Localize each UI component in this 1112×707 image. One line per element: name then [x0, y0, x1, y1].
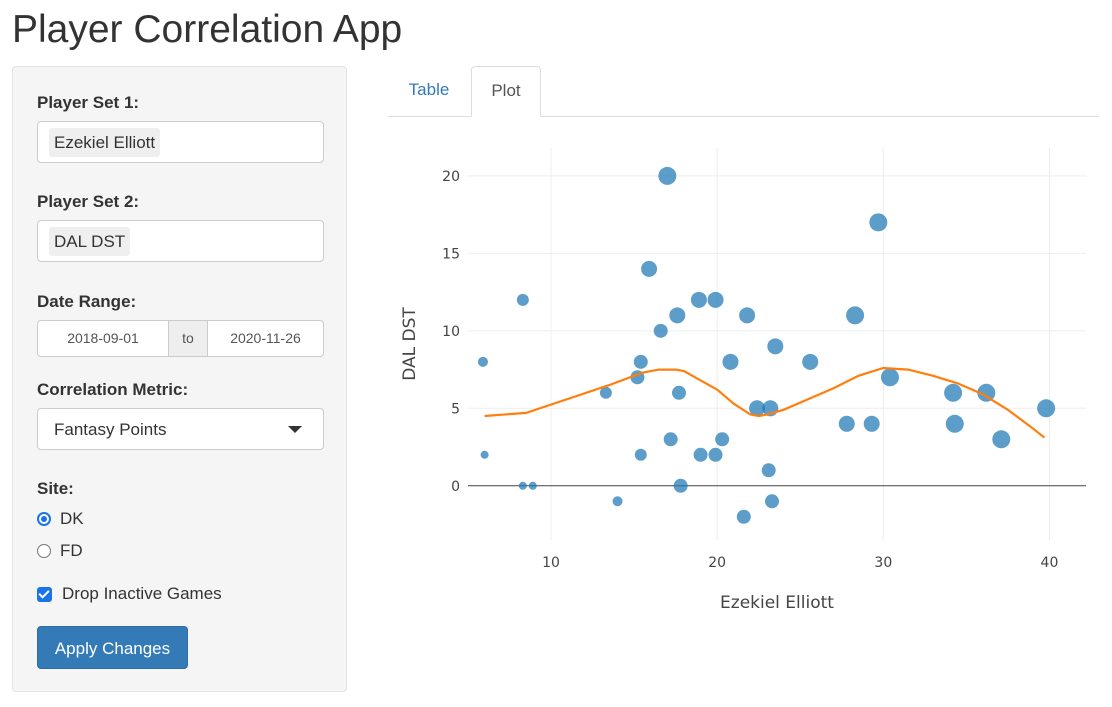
- y-tick-label: 15: [442, 246, 460, 262]
- correlation-metric-select[interactable]: Fantasy Points: [37, 408, 324, 450]
- data-point: [765, 494, 780, 509]
- data-point: [634, 448, 647, 461]
- data-point: [693, 447, 708, 462]
- site-label: Site:: [37, 479, 74, 498]
- site-option-fd-label: FD: [60, 541, 83, 560]
- y-tick-label: 20: [442, 169, 460, 185]
- data-point: [671, 385, 686, 400]
- data-point: [838, 415, 855, 432]
- date-range-input: 2018-09-01 to 2020-11-26: [37, 320, 324, 357]
- data-point: [846, 306, 865, 325]
- caret-down-icon: [288, 426, 302, 433]
- data-point: [761, 463, 776, 478]
- data-point: [715, 432, 730, 447]
- data-point: [869, 213, 888, 232]
- player-set-2-chip[interactable]: DAL DST: [49, 227, 131, 256]
- data-point: [653, 323, 668, 338]
- trend-line: [484, 366, 1046, 439]
- x-tick-label: 40: [1041, 555, 1059, 571]
- date-range-label: Date Range:: [37, 292, 137, 311]
- player-set-2-select[interactable]: DAL DST: [37, 220, 324, 262]
- data-point: [477, 356, 488, 367]
- data-point: [880, 368, 899, 387]
- data-point: [480, 450, 489, 459]
- apply-changes-button[interactable]: Apply Changes: [37, 626, 188, 669]
- date-range-separator: to: [169, 320, 207, 357]
- player-set-1-label: Player Set 1:: [37, 93, 140, 112]
- data-point: [863, 415, 880, 432]
- site-option-dk[interactable]: DK: [37, 508, 84, 530]
- data-point: [599, 386, 612, 399]
- x-tick-label: 10: [542, 555, 560, 571]
- drop-inactive-label: Drop Inactive Games: [62, 584, 222, 603]
- data-point: [669, 307, 686, 324]
- data-point: [516, 293, 529, 306]
- data-point: [641, 260, 658, 277]
- site-option-dk-label: DK: [60, 509, 84, 528]
- data-point: [690, 291, 707, 308]
- player-set-1-select[interactable]: Ezekiel Elliott: [37, 121, 324, 163]
- drop-inactive-option[interactable]: Drop Inactive Games: [37, 583, 222, 605]
- y-tick-label: 5: [451, 401, 460, 417]
- scatter-plot[interactable]: 10 20 30 40 0 5 10 15 20 Ezekiel Elliott DAL DST: [388, 130, 1099, 630]
- data-point: [749, 400, 766, 417]
- app-title: Player Correlation App: [12, 8, 403, 51]
- data-point: [707, 291, 724, 308]
- data-point: [673, 478, 688, 493]
- drop-inactive-checkbox[interactable]: [37, 586, 52, 602]
- data-point: [518, 481, 527, 490]
- data-point: [658, 166, 677, 185]
- data-point: [767, 338, 784, 355]
- data-point: [945, 414, 964, 433]
- data-point: [612, 496, 623, 507]
- data-point: [739, 307, 756, 324]
- data-point: [736, 509, 751, 524]
- correlation-metric-label: Correlation Metric:: [37, 380, 189, 399]
- x-tick-label: 30: [874, 555, 892, 571]
- date-start-input[interactable]: 2018-09-01: [37, 320, 169, 357]
- site-option-fd[interactable]: FD: [37, 540, 83, 562]
- data-point: [528, 481, 537, 490]
- data-point: [1037, 399, 1056, 418]
- x-axis-label: Ezekiel Elliott: [720, 593, 834, 613]
- date-end-input[interactable]: 2020-11-26: [207, 320, 324, 357]
- data-point: [663, 432, 678, 447]
- data-point: [722, 353, 739, 370]
- sidebar-panel: Player Set 1: Ezekiel Elliott Player Set…: [12, 66, 347, 692]
- data-point: [944, 383, 963, 402]
- data-point: [633, 354, 648, 369]
- tab-table[interactable]: Table: [408, 80, 450, 99]
- data-point: [802, 353, 819, 370]
- y-tick-label: 0: [451, 479, 460, 495]
- player-set-2-label: Player Set 2:: [37, 192, 140, 211]
- y-tick-label: 10: [442, 324, 460, 340]
- x-tick-label: 20: [708, 555, 726, 571]
- tab-plot[interactable]: Plot: [471, 66, 541, 117]
- tab-bar-divider: [388, 116, 1099, 117]
- data-point: [992, 430, 1011, 449]
- y-axis-label: DAL DST: [400, 307, 420, 381]
- player-set-1-chip[interactable]: Ezekiel Elliott: [49, 128, 161, 157]
- correlation-metric-value: Fantasy Points: [54, 420, 167, 439]
- data-point: [977, 383, 996, 402]
- tab-bar: Table Plot: [388, 66, 1099, 117]
- radio-fd[interactable]: [37, 544, 51, 558]
- radio-dk[interactable]: [37, 512, 51, 526]
- data-point: [708, 447, 723, 462]
